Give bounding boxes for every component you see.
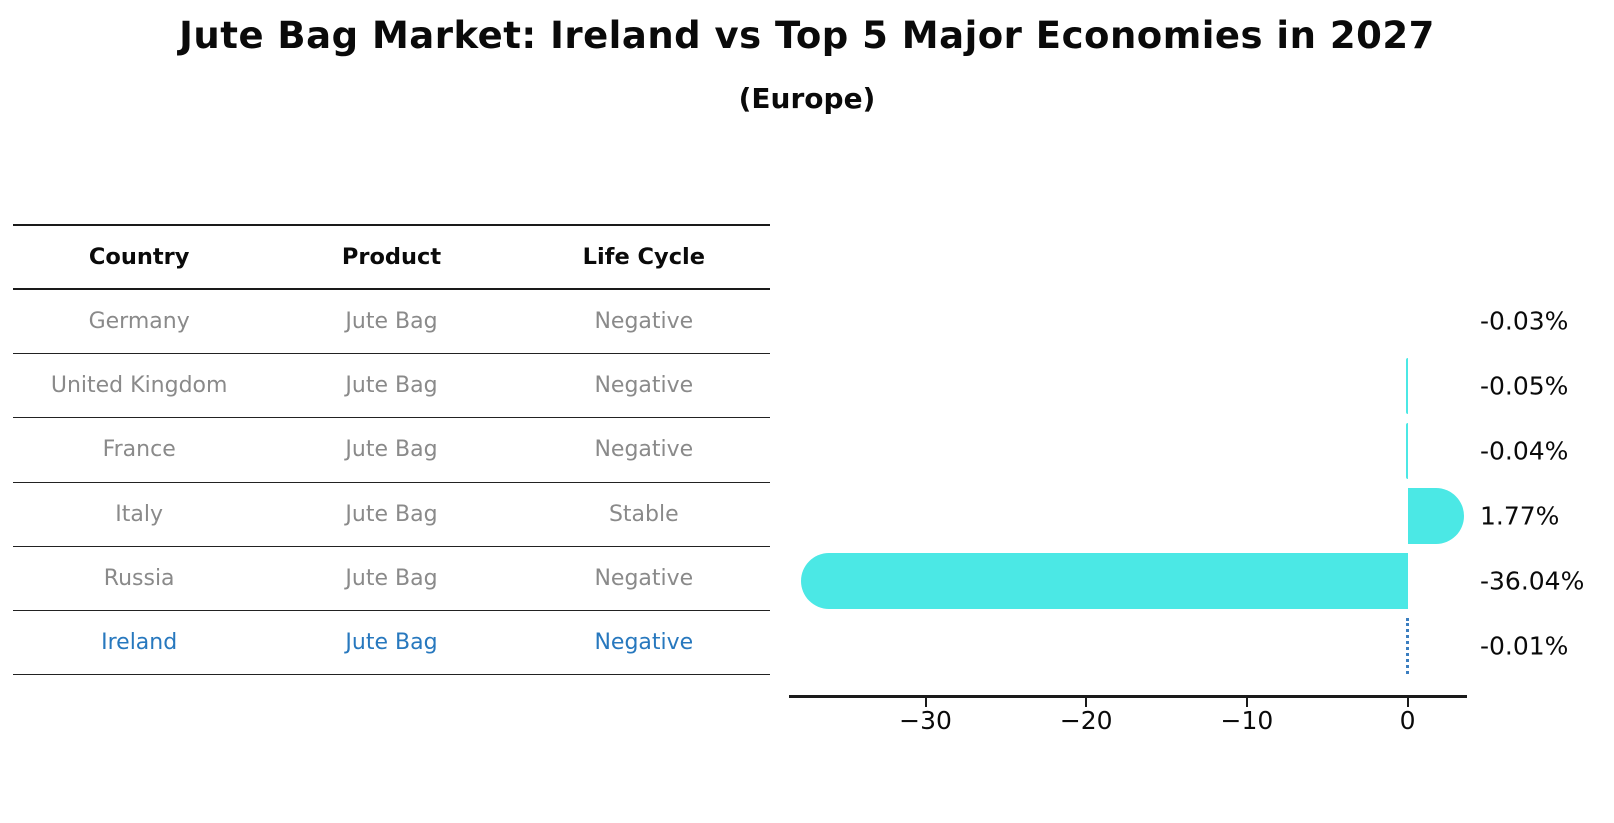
- table-cell-life-cycle: Negative: [594, 437, 694, 463]
- value-label-france: -0.04%: [1480, 436, 1569, 466]
- table-cell-country: Ireland: [101, 630, 178, 656]
- table-header-row: Country Product Life Cycle: [13, 224, 770, 290]
- table-row-russia: Russia Jute Bag Negative: [13, 547, 770, 611]
- table-row-united-kingdom: United Kingdom Jute Bag Negative: [13, 354, 770, 419]
- table-cell-product: Jute Bag: [345, 373, 438, 399]
- page-subtitle: (Europe): [738, 82, 876, 115]
- table-row-italy: Italy Jute Bag Stable: [13, 483, 770, 547]
- value-label-ireland: -0.01%: [1480, 631, 1569, 661]
- table-cell-product: Jute Bag: [345, 565, 438, 591]
- table-row-france: France Jute Bag Negative: [13, 418, 770, 483]
- x-axis-tick--30: [924, 698, 927, 707]
- table-header-life-cycle: Life Cycle: [582, 244, 706, 270]
- table-cell-life-cycle: Negative: [594, 630, 694, 656]
- country-table: Country Product Life Cycle Germany Jute B…: [13, 224, 770, 676]
- value-label-russia: -36.04%: [1480, 566, 1585, 596]
- x-axis-tick-label--20: −20: [1059, 706, 1113, 735]
- x-axis-tick-label--10: −10: [1220, 706, 1274, 735]
- bar-italy: [1407, 488, 1464, 545]
- bar-chart-plot-area: [789, 224, 1467, 697]
- table-cell-product: Jute Bag: [345, 630, 438, 656]
- table-cell-country: Italy: [115, 501, 164, 527]
- table-header-country: Country: [88, 244, 190, 270]
- x-axis-line: [789, 695, 1467, 698]
- x-axis-tick--10: [1245, 698, 1248, 707]
- table-cell-life-cycle: Stable: [608, 501, 679, 527]
- table-cell-country: Germany: [88, 309, 190, 335]
- x-axis-tick-label--30: −30: [899, 706, 952, 735]
- x-axis-tick-label-0: 0: [1399, 706, 1416, 735]
- table-cell-product: Jute Bag: [345, 437, 438, 463]
- bar-france: [1406, 422, 1408, 479]
- value-label-italy: 1.77%: [1480, 501, 1560, 531]
- table-body: Germany Jute Bag Negative United Kingdom Jut…: [13, 290, 770, 676]
- bar-united-kingdom: [1405, 357, 1408, 414]
- table-header-product: Product: [341, 244, 442, 270]
- table-cell-life-cycle: Negative: [594, 373, 694, 399]
- table-cell-country: France: [102, 437, 176, 463]
- table-row-germany: Germany Jute Bag Negative: [13, 290, 770, 355]
- table-cell-life-cycle: Negative: [594, 309, 694, 335]
- table-row-ireland: Ireland Jute Bag Negative: [13, 611, 770, 676]
- table-cell-product: Jute Bag: [345, 309, 438, 335]
- table-cell-life-cycle: Negative: [594, 565, 694, 591]
- value-label-germany: -0.03%: [1480, 306, 1569, 336]
- page-title: Jute Bag Market: Ireland vs Top 5 Major …: [179, 14, 1435, 57]
- table-cell-country: Russia: [103, 565, 175, 591]
- zero-marker-ireland: [1406, 618, 1410, 675]
- x-axis-tick-0: [1406, 698, 1409, 707]
- table-cell-product: Jute Bag: [345, 501, 438, 527]
- value-label-united-kingdom: -0.05%: [1480, 371, 1569, 401]
- x-axis-tick--20: [1085, 698, 1088, 707]
- table-cell-country: United Kingdom: [50, 373, 228, 399]
- bar-russia: [800, 553, 1408, 610]
